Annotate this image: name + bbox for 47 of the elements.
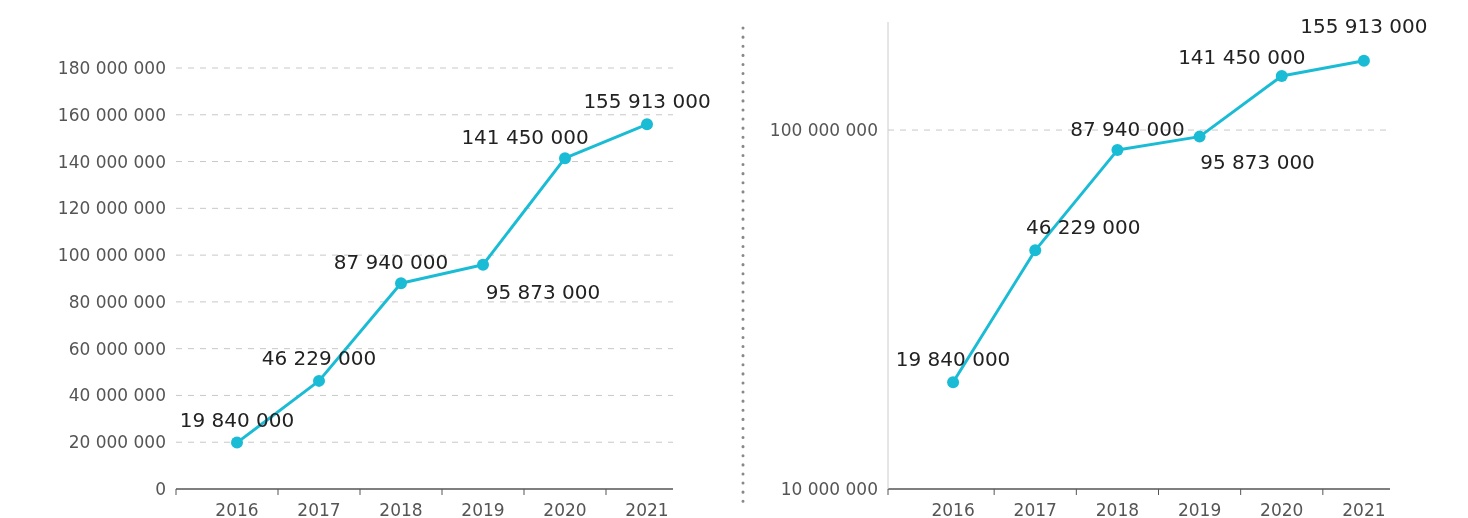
point <box>231 436 243 449</box>
point <box>1029 244 1042 257</box>
point <box>1275 70 1288 82</box>
y-tick-label: 10 000 000 <box>780 478 878 499</box>
y-tick-label: 180 000 000 <box>57 57 166 78</box>
data-label: 155 913 000 <box>583 89 711 114</box>
point <box>1111 144 1124 157</box>
point <box>1193 130 1206 143</box>
data-label: 46 229 000 <box>1025 215 1141 240</box>
data-label: 46 229 000 <box>261 345 377 370</box>
point <box>395 277 407 290</box>
x-tick-label: 2021 <box>625 500 669 518</box>
y-tick-label: 160 000 000 <box>57 104 166 125</box>
x-tick-label: 2018 <box>379 500 423 518</box>
x-tick-label: 2019 <box>461 500 505 518</box>
point <box>1357 54 1370 67</box>
x-tick-label: 2020 <box>543 500 587 518</box>
x-tick-label: 2021 <box>1342 500 1386 518</box>
data-label: 141 450 000 <box>461 125 589 150</box>
y-tick-label: 100 000 000 <box>57 245 166 266</box>
y-tick-label: 100 000 000 <box>769 120 878 140</box>
data-label: 141 450 000 <box>1178 45 1306 69</box>
point <box>477 258 489 271</box>
y-tick-label: 60 000 000 <box>68 338 166 359</box>
x-tick-label: 2016 <box>931 500 975 518</box>
data-label: 87 940 000 <box>1070 117 1185 142</box>
y-tick-label: 20 000 000 <box>68 432 166 453</box>
x-tick-label: 2017 <box>1013 500 1057 518</box>
x-tick-label: 2019 <box>1177 500 1222 518</box>
y-tick-label: 140 000 000 <box>57 151 166 172</box>
x-tick-label: 2020 <box>1260 500 1304 518</box>
x-tick-label: 2016 <box>215 500 259 518</box>
data-label: 19 840 000 <box>895 347 1011 372</box>
point <box>947 376 960 389</box>
y-tick-label: 120 000 000 <box>57 198 166 219</box>
data-label: 155 913 000 <box>1300 13 1428 38</box>
data-label: 95 873 000 <box>485 279 601 304</box>
point <box>641 118 653 131</box>
y-tick-label: 80 000 000 <box>68 291 166 312</box>
y-tick-label: 0 <box>155 478 166 499</box>
point <box>559 152 571 165</box>
y-tick-label: 40 000 000 <box>68 385 166 406</box>
x-tick-label: 2018 <box>1095 500 1140 518</box>
point <box>313 374 325 387</box>
data-label: 95 873 000 <box>1200 149 1315 174</box>
data-label: 87 940 000 <box>333 250 449 275</box>
x-tick-label: 2017 <box>297 500 341 518</box>
